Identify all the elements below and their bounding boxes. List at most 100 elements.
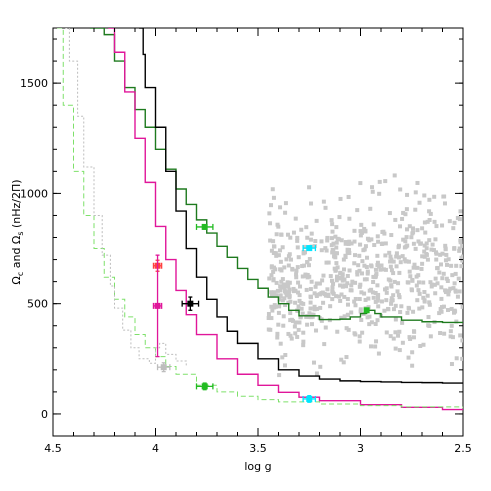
scatter-point bbox=[314, 281, 319, 286]
scatter-point bbox=[297, 298, 302, 303]
scatter-point bbox=[311, 360, 316, 365]
scatter-point bbox=[334, 225, 339, 230]
scatter-point bbox=[343, 240, 348, 245]
scatter-point bbox=[360, 271, 365, 276]
data-marker bbox=[156, 362, 171, 373]
scatter-point bbox=[456, 276, 461, 281]
scatter-point bbox=[333, 234, 338, 239]
y-tick-label: 1000 bbox=[20, 187, 48, 200]
scatter-point bbox=[398, 310, 403, 315]
scatter-point bbox=[336, 294, 341, 299]
scatter-point bbox=[425, 257, 430, 262]
scatter-point bbox=[424, 246, 429, 251]
scatter-point bbox=[368, 344, 373, 349]
scatter-point bbox=[439, 285, 444, 290]
scatter-point bbox=[367, 288, 372, 293]
scatter-point bbox=[363, 244, 368, 249]
scatter-point bbox=[446, 308, 451, 313]
scatter-point bbox=[416, 239, 421, 244]
scatter-point bbox=[400, 216, 405, 221]
y-axis: 0 500 1000 1500 bbox=[20, 38, 463, 437]
scatter-point bbox=[377, 179, 382, 184]
scatter-point bbox=[343, 255, 348, 260]
scatter-point bbox=[283, 290, 288, 295]
scatter-point bbox=[329, 236, 334, 241]
scatter-point bbox=[345, 247, 350, 252]
scatter-point bbox=[391, 259, 396, 264]
scatter-point bbox=[276, 253, 281, 258]
scatter-point bbox=[375, 260, 380, 265]
y-tick-label: 0 bbox=[41, 408, 48, 421]
scatter-point bbox=[417, 291, 422, 296]
curves-layer bbox=[57, 28, 463, 411]
scatter-point bbox=[404, 207, 409, 212]
scatter-point bbox=[366, 305, 371, 310]
marker-point bbox=[201, 223, 208, 230]
scatter-point bbox=[309, 322, 314, 327]
scatter-point bbox=[395, 289, 400, 294]
scatter-point bbox=[427, 197, 432, 202]
scatter-point bbox=[365, 271, 370, 276]
scatter-point bbox=[345, 302, 350, 307]
scatter-point bbox=[271, 239, 276, 244]
scatter-point bbox=[391, 336, 396, 341]
scatter-point bbox=[449, 306, 454, 311]
scatter-point bbox=[443, 288, 448, 293]
curve-black bbox=[139, 28, 463, 384]
scatter-point bbox=[417, 306, 422, 311]
scatter-point bbox=[357, 297, 362, 302]
scatter-point bbox=[396, 245, 401, 250]
scatter-point bbox=[428, 280, 433, 285]
scatter-point bbox=[313, 284, 318, 289]
scatter-point bbox=[425, 219, 430, 224]
scatter-point bbox=[410, 226, 415, 231]
scatter-point bbox=[372, 275, 377, 280]
scatter-point bbox=[373, 267, 378, 272]
scatter-point bbox=[315, 306, 320, 311]
scatter-point bbox=[338, 196, 343, 201]
scatter-point bbox=[295, 235, 300, 240]
scatter-point bbox=[402, 257, 407, 262]
scatter-point bbox=[427, 209, 432, 214]
scatter-point bbox=[283, 210, 288, 215]
scatter-point bbox=[374, 339, 379, 344]
scatter-point bbox=[427, 238, 432, 243]
scatter-point bbox=[266, 311, 271, 316]
scatter-point bbox=[307, 311, 312, 316]
scatter-point bbox=[305, 275, 310, 280]
scatter-point bbox=[291, 230, 296, 235]
scatter-point bbox=[290, 267, 295, 272]
scatter-point bbox=[330, 229, 335, 234]
scatter-point bbox=[405, 310, 410, 315]
scatter-point bbox=[430, 242, 435, 247]
scatter-point bbox=[324, 248, 329, 253]
marker-point bbox=[187, 300, 194, 307]
scatter-point bbox=[278, 341, 283, 346]
scatter-point bbox=[309, 201, 314, 206]
scatter-point bbox=[449, 362, 454, 367]
scatter-point bbox=[319, 239, 324, 244]
scatter-point bbox=[276, 310, 281, 315]
scatter-point bbox=[340, 278, 345, 283]
scatter-point bbox=[301, 339, 306, 344]
scatter-point bbox=[365, 255, 370, 260]
scatter-point bbox=[458, 209, 463, 214]
scatter-point bbox=[323, 293, 328, 298]
scatter-point bbox=[458, 238, 463, 243]
scatter-point bbox=[416, 280, 421, 285]
scatter-point bbox=[392, 279, 397, 284]
scatter-point bbox=[271, 244, 276, 249]
data-marker bbox=[195, 223, 214, 230]
scatter-point bbox=[348, 288, 353, 293]
scatter-point bbox=[278, 293, 283, 298]
scatter-point bbox=[355, 270, 360, 275]
scatter-point bbox=[407, 269, 412, 274]
scatter-point bbox=[296, 255, 301, 260]
scatter-point bbox=[357, 339, 362, 344]
scatter-point bbox=[400, 254, 405, 259]
scatter-point bbox=[309, 231, 314, 236]
scatter-point bbox=[360, 330, 365, 335]
scatter-point bbox=[294, 275, 299, 280]
scatter-point bbox=[278, 248, 283, 253]
scatter-point bbox=[370, 185, 375, 190]
